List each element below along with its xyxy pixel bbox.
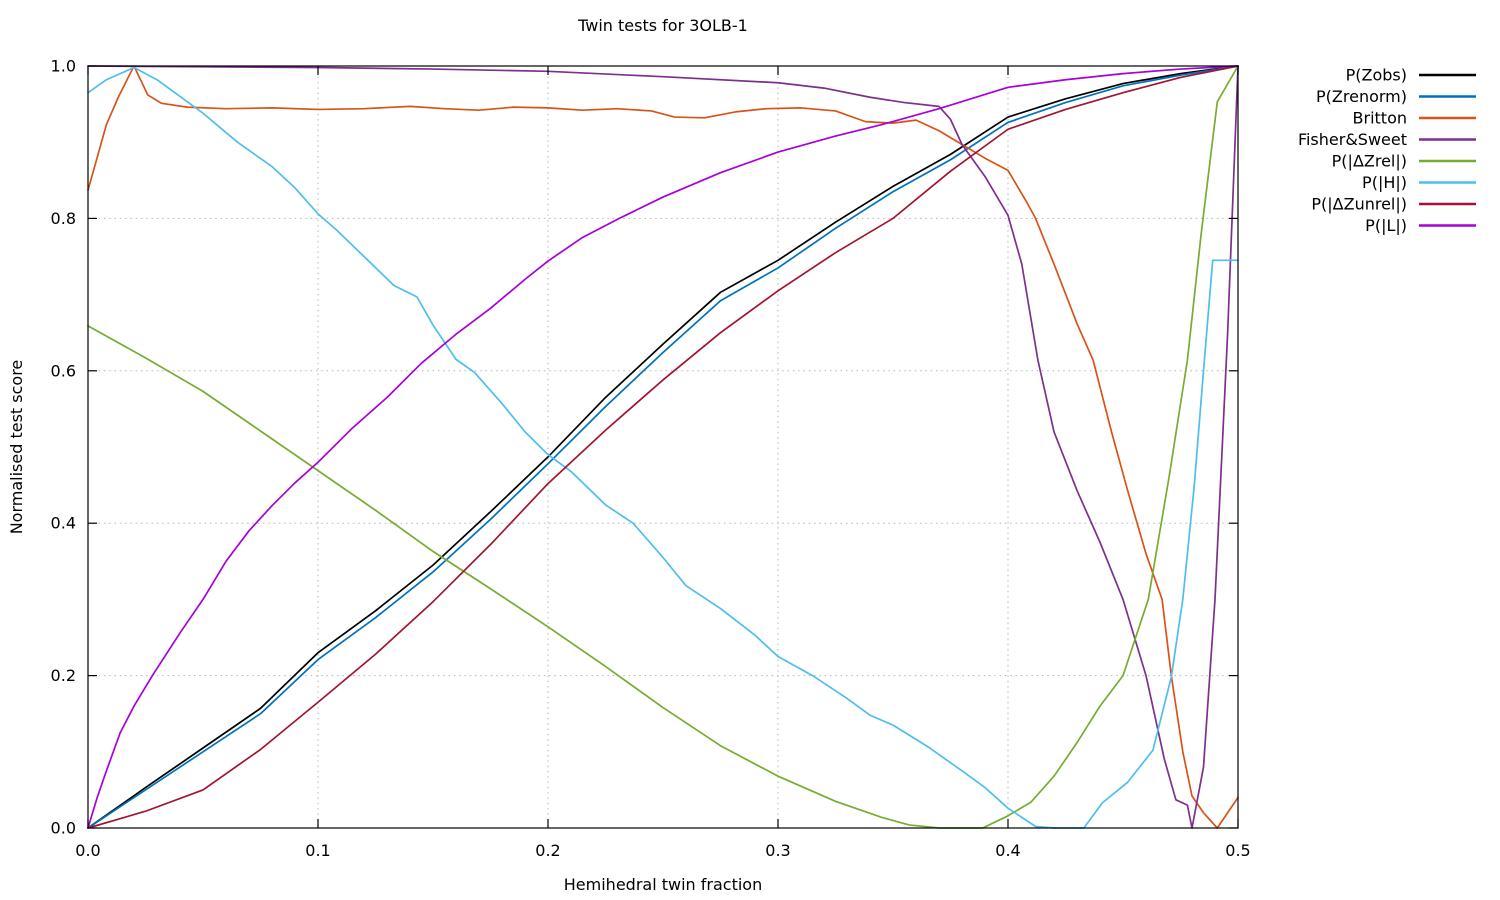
y-tick-label: 0.2 [51,666,76,685]
x-tick-label: 0.5 [1225,841,1250,860]
x-tick-label: 0.2 [535,841,560,860]
plot-border [87,65,1239,829]
data-series [87,65,1239,829]
legend-item: P(|ΔZunrel|) [1311,195,1476,214]
y-tick-label: 1.0 [51,57,76,76]
tick-labels: 0.0 0.1 0.2 0.3 0.4 0.5 0.0 0.2 0.4 0.6 0.8 1.0 [51,57,1251,861]
series-line-8 [87,65,1239,829]
y-tick-label: 0.0 [51,819,76,838]
legend-item: P(|L|) [1365,216,1476,235]
x-axis-label: Hemihedral twin fraction [564,875,762,894]
y-tick-label: 0.6 [51,361,76,380]
legend-item: P(|ΔZrel|) [1332,152,1476,171]
y-tick-label: 0.4 [51,514,76,533]
legend-label: P(Zrenorm) [1316,87,1407,106]
y-axis-label: Normalised test score [7,360,26,535]
x-tick-label: 0.0 [75,841,100,860]
legend-label: P(|L|) [1365,216,1407,235]
x-tick-label: 0.3 [765,841,790,860]
series-line-1 [87,65,1239,829]
legend-label: Britton [1353,109,1407,128]
y-tick-label: 0.8 [51,209,76,228]
series-line-3 [87,65,1239,829]
series-line-5 [87,65,1239,829]
legend-label: P(|ΔZunrel|) [1311,195,1407,214]
legend-label: P(|H|) [1362,173,1407,192]
legend-label: Fisher&Sweet [1298,130,1407,149]
series-line-6 [87,66,1239,829]
chart-title: Twin tests for 3OLB-1 [577,16,748,35]
x-tick-label: 0.4 [995,841,1020,860]
series-line-2 [87,65,1239,829]
legend-label: P(Zobs) [1346,66,1407,85]
legend: P(Zobs) P(Zrenorm) Britton Fisher&Sweet P(|Δ… [1298,66,1476,235]
legend-item: P(Zrenorm) [1316,87,1476,106]
legend-item: Fisher&Sweet [1298,130,1476,149]
x-tick-label: 0.1 [305,841,330,860]
series-line-7 [87,65,1239,829]
grid [88,66,1238,828]
axes-frame [87,65,1239,829]
legend-label: P(|ΔZrel|) [1332,152,1407,171]
legend-item: P(|H|) [1362,173,1476,192]
series-line-4 [87,65,1239,829]
legend-item: P(Zobs) [1346,66,1476,85]
legend-item: Britton [1353,109,1476,128]
